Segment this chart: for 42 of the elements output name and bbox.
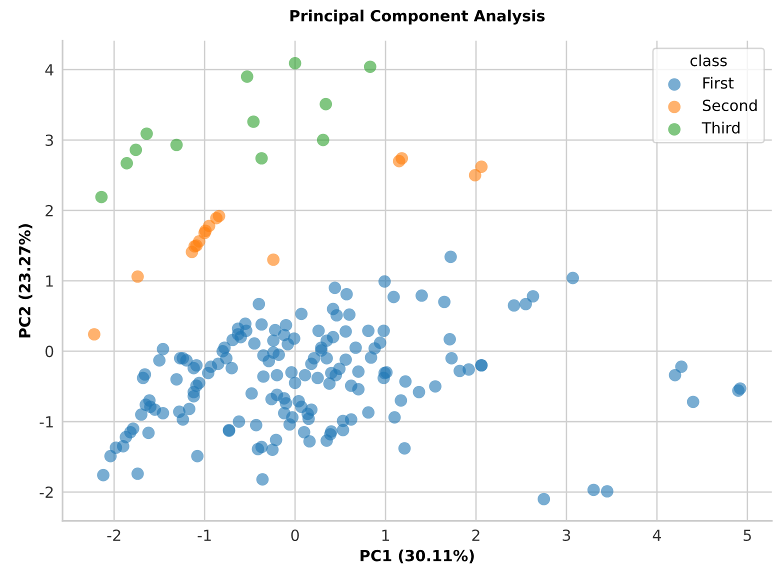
legend-label: First — [703, 76, 734, 89]
point — [140, 127, 153, 140]
y-tick-label: -2 — [40, 486, 53, 498]
x-tick-label: -1 — [198, 530, 211, 541]
x-tick-label: 5 — [744, 530, 751, 542]
point — [364, 60, 376, 73]
point — [202, 220, 216, 232]
point — [267, 253, 280, 266]
chart-title: Principal Component Analysis — [290, 10, 545, 25]
point — [475, 160, 488, 173]
x-tick-label: -2 — [107, 529, 120, 541]
point — [240, 70, 254, 83]
point — [88, 328, 100, 341]
point — [255, 152, 268, 165]
legend-label: Third — [702, 122, 740, 134]
point — [170, 138, 183, 152]
point — [468, 169, 482, 182]
point — [396, 152, 408, 165]
x-tick-label: 3 — [562, 529, 570, 542]
y-tick-label: 1 — [46, 275, 53, 287]
legend-title: class — [690, 54, 727, 66]
y-tick-label: 4 — [45, 64, 54, 76]
point — [288, 57, 302, 70]
point — [131, 270, 144, 283]
y-tick-label: 2 — [46, 204, 53, 216]
x-tick-label: 4 — [652, 530, 661, 541]
point — [120, 157, 134, 170]
x-tick-label: 1 — [382, 530, 389, 541]
point — [247, 115, 260, 128]
y-tick-label: 0 — [46, 346, 54, 358]
y-tick-label: -1 — [40, 416, 53, 428]
point — [320, 98, 332, 110]
y-tick-label: 3 — [46, 134, 53, 146]
x-tick-label: 0 — [291, 529, 299, 542]
point — [130, 144, 142, 156]
x-axis-title: PC1 (30.11%) — [360, 550, 474, 564]
point — [316, 134, 330, 146]
point — [95, 190, 108, 204]
legend-label: Second — [702, 99, 757, 112]
y-axis-title: PC2 (23.27%) — [18, 224, 32, 338]
point — [212, 210, 226, 222]
x-tick-label: 2 — [472, 529, 480, 541]
